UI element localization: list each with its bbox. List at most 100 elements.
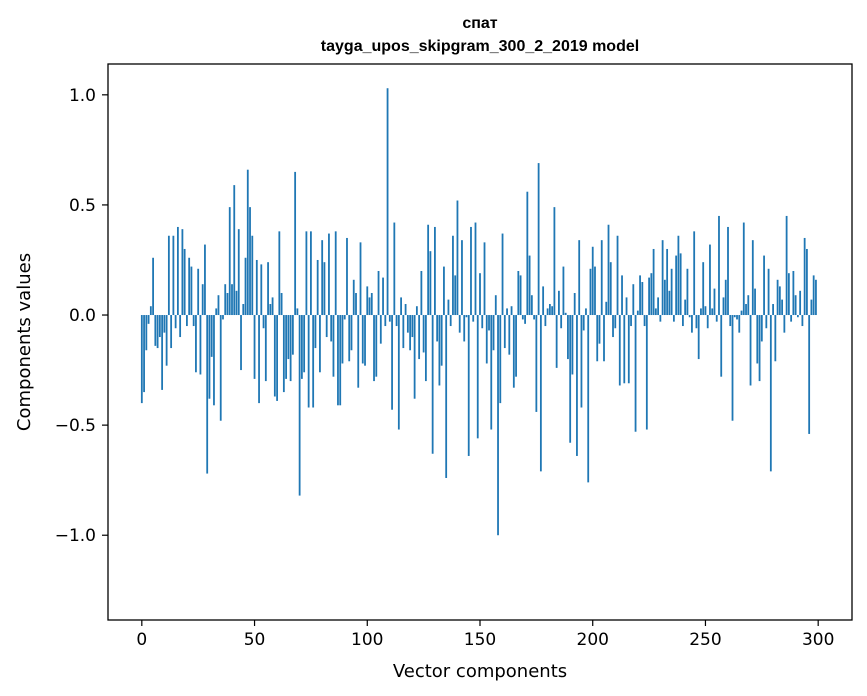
bar-84: [330, 315, 333, 342]
bar-251: [706, 315, 709, 329]
bar-288: [790, 315, 793, 322]
bar-76: [312, 315, 315, 408]
bar-14: [172, 235, 175, 316]
bar-45: [242, 304, 245, 316]
bar-73: [305, 231, 308, 316]
bar-32: [213, 315, 215, 406]
bar-184: [555, 315, 558, 368]
bar-134: [443, 266, 445, 316]
bar-222: [641, 282, 644, 316]
bar-37: [224, 284, 227, 316]
bar-69: [296, 308, 299, 316]
bar-52: [258, 315, 260, 404]
bar-215: [625, 297, 628, 316]
bar-234: [668, 290, 671, 316]
bar-44: [240, 315, 242, 371]
bar-180: [546, 308, 549, 316]
bar-120: [411, 315, 414, 338]
bar-62: [280, 293, 283, 316]
bar-287: [787, 273, 790, 316]
bar-101: [368, 297, 371, 316]
bar-299: [815, 279, 817, 316]
bar-113: [395, 315, 398, 327]
bar-63: [282, 315, 285, 393]
bar-15: [174, 315, 177, 329]
bar-26: [199, 315, 202, 375]
bar-16: [176, 226, 179, 316]
bar-106: [379, 315, 382, 344]
bar-124: [420, 270, 423, 316]
bar-242: [686, 268, 689, 316]
bar-281: [774, 315, 777, 362]
bar-4: [149, 306, 152, 316]
bar-19: [183, 248, 186, 316]
bar-54: [262, 315, 265, 329]
x-axis-label: Vector components: [393, 661, 567, 682]
bar-258: [722, 297, 725, 316]
bar-207: [607, 224, 610, 316]
bar-36: [222, 315, 224, 320]
bar-282: [776, 279, 779, 316]
bar-142: [461, 240, 463, 316]
bar-102: [370, 293, 373, 316]
bar-285: [783, 315, 786, 333]
bar-122: [415, 306, 418, 316]
bar-241: [684, 299, 687, 316]
bar-75: [310, 231, 312, 316]
bar-154: [488, 315, 490, 331]
bar-98: [361, 315, 364, 364]
bar-166: [515, 315, 517, 377]
bar-188: [564, 312, 567, 316]
bar-39: [228, 207, 231, 316]
bar-230: [659, 315, 662, 322]
bar-293: [801, 315, 804, 327]
bar-181: [548, 304, 551, 316]
bar-250: [704, 306, 707, 316]
bar-116: [402, 315, 405, 349]
bar-171: [526, 191, 529, 316]
bar-90: [343, 315, 346, 320]
bar-2: [145, 315, 148, 351]
bar-268: [745, 304, 747, 316]
y-tick-label: 1.0: [69, 86, 96, 106]
bar-269: [747, 295, 750, 316]
bar-87: [337, 315, 339, 406]
bar-183: [553, 207, 556, 316]
bar-121: [413, 315, 416, 399]
bar-92: [348, 315, 351, 362]
bar-197: [585, 308, 587, 316]
bar-5: [152, 257, 154, 316]
bar-0: [140, 315, 143, 404]
bar-255: [715, 315, 718, 322]
bar-277: [765, 315, 768, 329]
bar-265: [738, 315, 741, 333]
bar-185: [558, 290, 560, 316]
bar-40: [231, 284, 233, 316]
bar-8: [158, 315, 161, 338]
bar-249: [702, 262, 705, 316]
bar-97: [359, 242, 362, 316]
bar-231: [661, 240, 664, 316]
bar-294: [803, 237, 806, 316]
bar-72: [303, 315, 306, 373]
bar-12: [167, 235, 170, 316]
bar-165: [512, 315, 515, 388]
bar-194: [578, 240, 581, 316]
bar-203: [598, 315, 601, 344]
bar-60: [276, 315, 278, 401]
bar-158: [497, 315, 499, 536]
bar-295: [806, 248, 808, 316]
bar-235: [670, 268, 673, 316]
bar-53: [260, 264, 263, 316]
bar-206: [605, 301, 608, 316]
bar-70: [298, 315, 301, 496]
bar-128: [429, 251, 432, 316]
bar-290: [794, 295, 797, 316]
bar-3: [147, 315, 150, 324]
bar-85: [332, 315, 335, 377]
bar-267: [742, 222, 745, 316]
bar-96: [357, 315, 360, 388]
bar-212: [618, 315, 621, 386]
bar-274: [758, 315, 761, 382]
